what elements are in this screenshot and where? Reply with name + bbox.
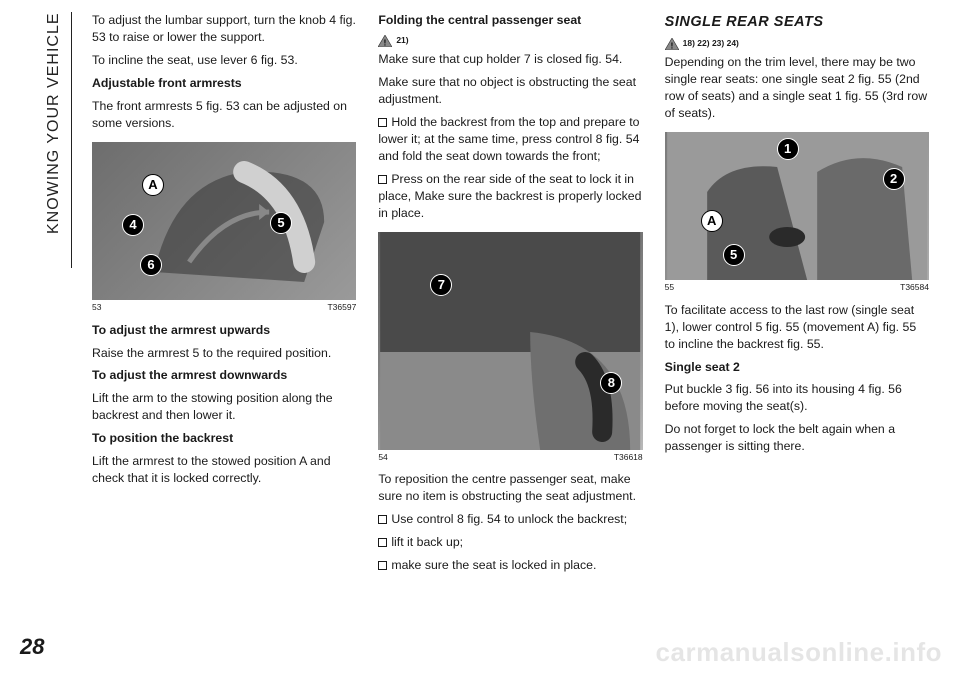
- figure-54: 7 8: [378, 232, 642, 450]
- body-text: Do not forget to lock the belt again whe…: [665, 421, 929, 455]
- body-text: To adjust the lumbar support, turn the k…: [92, 12, 356, 46]
- body-text: To incline the seat, use lever 6 fig. 53…: [92, 52, 356, 69]
- body-text: To facilitate access to the last row (si…: [665, 302, 929, 353]
- callout-5: 5: [270, 212, 292, 234]
- bullet-item: Press on the rear side of the seat to lo…: [378, 171, 642, 222]
- figure-number: 54: [378, 452, 387, 464]
- warning-codes: 21): [396, 35, 408, 47]
- figure-code: T36597: [327, 302, 356, 314]
- body-text: To reposition the centre passenger seat,…: [378, 471, 642, 505]
- warning-icon: !: [665, 38, 679, 50]
- svg-text:!: !: [384, 38, 387, 47]
- bullet-text: lift it back up;: [391, 535, 463, 549]
- figure-55: 1 2 A 5: [665, 132, 929, 280]
- content-columns: To adjust the lumbar support, turn the k…: [90, 12, 935, 662]
- figure-code: T36618: [614, 452, 643, 464]
- warning-codes: 18) 22) 23) 24): [683, 38, 739, 50]
- column-2: Folding the central passenger seat ! 21)…: [378, 12, 642, 662]
- bullet-item: lift it back up;: [378, 534, 642, 551]
- figure-number: 55: [665, 282, 674, 294]
- warning-icon: !: [378, 35, 392, 47]
- checkbox-icon: [378, 515, 387, 524]
- body-text: Depending on the trim level, there may b…: [665, 54, 929, 122]
- seat-illustration: [378, 232, 642, 450]
- callout-2: 2: [883, 168, 905, 190]
- callout-4: 4: [122, 214, 144, 236]
- figure-code: T36584: [900, 282, 929, 294]
- figure-54-caption: 54 T36618: [378, 452, 642, 464]
- heading-position-backrest: To position the backrest: [92, 430, 356, 447]
- warning-row: ! 18) 22) 23) 24): [665, 38, 929, 50]
- callout-A: A: [701, 210, 723, 232]
- callout-8: 8: [600, 372, 622, 394]
- heading-armrest-down: To adjust the armrest downwards: [92, 367, 356, 384]
- body-text: Make sure that no object is obstructing …: [378, 74, 642, 108]
- figure-53-caption: 53 T36597: [92, 302, 356, 314]
- heading-single-rear-seats: SINGLE REAR SEATS: [665, 12, 929, 32]
- page-number: 28: [20, 634, 44, 660]
- checkbox-icon: [378, 561, 387, 570]
- sidebar: KNOWING YOUR VEHICLE 28: [35, 12, 90, 662]
- bullet-text: Use control 8 fig. 54 to unlock the back…: [391, 512, 627, 526]
- warning-row: ! 21): [378, 35, 642, 47]
- heading-armrest-up: To adjust the armrest upwards: [92, 322, 356, 339]
- figure-number: 53: [92, 302, 101, 314]
- callout-7: 7: [430, 274, 452, 296]
- figure-53: A 4 5 6: [92, 142, 356, 300]
- checkbox-icon: [378, 538, 387, 547]
- callout-1: 1: [777, 138, 799, 160]
- manual-page: KNOWING YOUR VEHICLE 28 To adjust the lu…: [35, 12, 935, 662]
- bullet-item: Hold the backrest from the top and prepa…: [378, 114, 642, 165]
- body-text: Put buckle 3 fig. 56 into its housing 4 …: [665, 381, 929, 415]
- figure-55-caption: 55 T36584: [665, 282, 929, 294]
- checkbox-icon: [378, 118, 387, 127]
- callout-6: 6: [140, 254, 162, 276]
- column-3: SINGLE REAR SEATS ! 18) 22) 23) 24) Depe…: [665, 12, 929, 662]
- bullet-item: Use control 8 fig. 54 to unlock the back…: [378, 511, 642, 528]
- checkbox-icon: [378, 175, 387, 184]
- bullet-item: make sure the seat is locked in place.: [378, 557, 642, 574]
- heading-single-seat-2: Single seat 2: [665, 359, 929, 376]
- tab-divider: [71, 12, 72, 268]
- body-text: Raise the armrest 5 to the required posi…: [92, 345, 356, 362]
- body-text: Make sure that cup holder 7 is closed fi…: [378, 51, 642, 68]
- bullet-text: Hold the backrest from the top and prepa…: [378, 115, 639, 163]
- svg-text:!: !: [670, 42, 673, 51]
- column-1: To adjust the lumbar support, turn the k…: [92, 12, 356, 662]
- section-tab: KNOWING YOUR VEHICLE: [41, 12, 67, 272]
- bullet-text: Press on the rear side of the seat to lo…: [378, 172, 641, 220]
- body-text: The front armrests 5 fig. 53 can be adju…: [92, 98, 356, 132]
- callout-5: 5: [723, 244, 745, 266]
- bullet-text: make sure the seat is locked in place.: [391, 558, 596, 572]
- heading-adjustable-armrests: Adjustable front armrests: [92, 75, 356, 92]
- body-text: Lift the armrest to the stowed position …: [92, 453, 356, 487]
- callout-A: A: [142, 174, 164, 196]
- body-text: Lift the arm to the stowing position alo…: [92, 390, 356, 424]
- heading-folding-seat: Folding the central passenger seat: [378, 12, 642, 29]
